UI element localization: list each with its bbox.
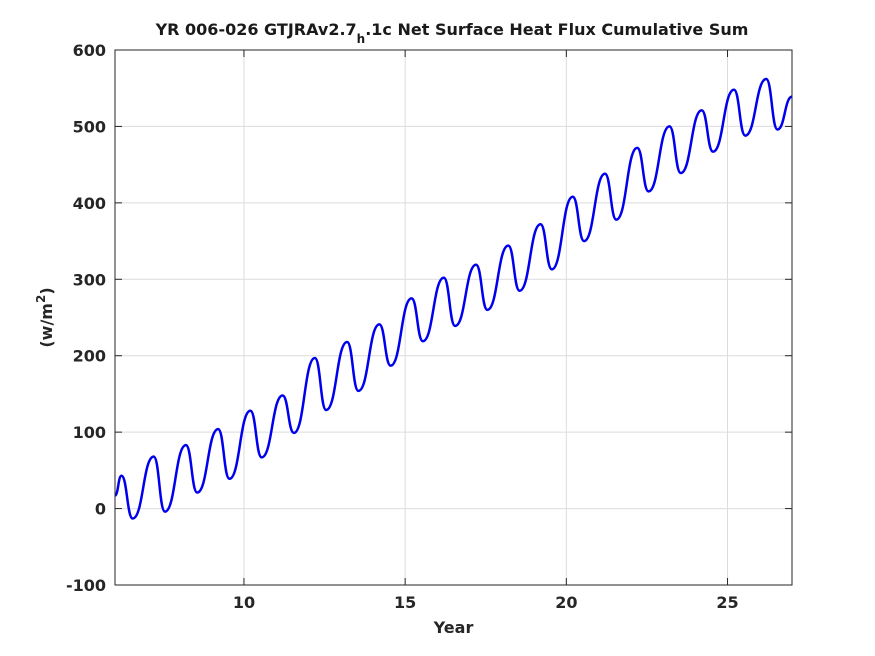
y-tick-label: 300 <box>73 270 106 289</box>
series-line-1 <box>113 77 793 520</box>
y-tick-label: -100 <box>66 576 106 595</box>
chart-title: YR 006-026 GTJRAv2.7h.1c Net Surface Hea… <box>155 20 749 46</box>
grid <box>115 49 792 586</box>
plot-area <box>115 50 792 585</box>
y-axis-label-close: ) <box>37 287 56 294</box>
x-axis-label: Year <box>433 618 474 637</box>
y-tick-label: 400 <box>73 194 106 213</box>
y-tick-label: 100 <box>73 423 106 442</box>
y-axis-label-base: (w/m <box>37 303 56 348</box>
x-tick-label: 25 <box>716 593 738 612</box>
series-layer <box>113 77 793 520</box>
y-axis-label-superscript: 2 <box>34 295 48 303</box>
x-tick-label: 10 <box>233 593 255 612</box>
chart-title-subscript: h <box>357 32 366 46</box>
y-tick-label: 0 <box>95 500 106 519</box>
axes-frame <box>114 49 793 586</box>
y-axis-label: (w/m2) <box>34 287 56 347</box>
ticks: 10 15 20 25 -100 0 100 200 300 400 500 600 <box>66 41 792 612</box>
chart-title-main: YR 006-026 GTJRAv2.7 <box>155 20 357 39</box>
x-tick-label: 20 <box>555 593 577 612</box>
y-tick-label: 200 <box>73 347 106 366</box>
x-tick-label: 15 <box>394 593 416 612</box>
y-tick-label: 600 <box>73 41 106 60</box>
y-tick-label: 500 <box>73 117 106 136</box>
chart-title-rest: .1c Net Surface Heat Flux Cumulative Sum <box>365 20 748 39</box>
